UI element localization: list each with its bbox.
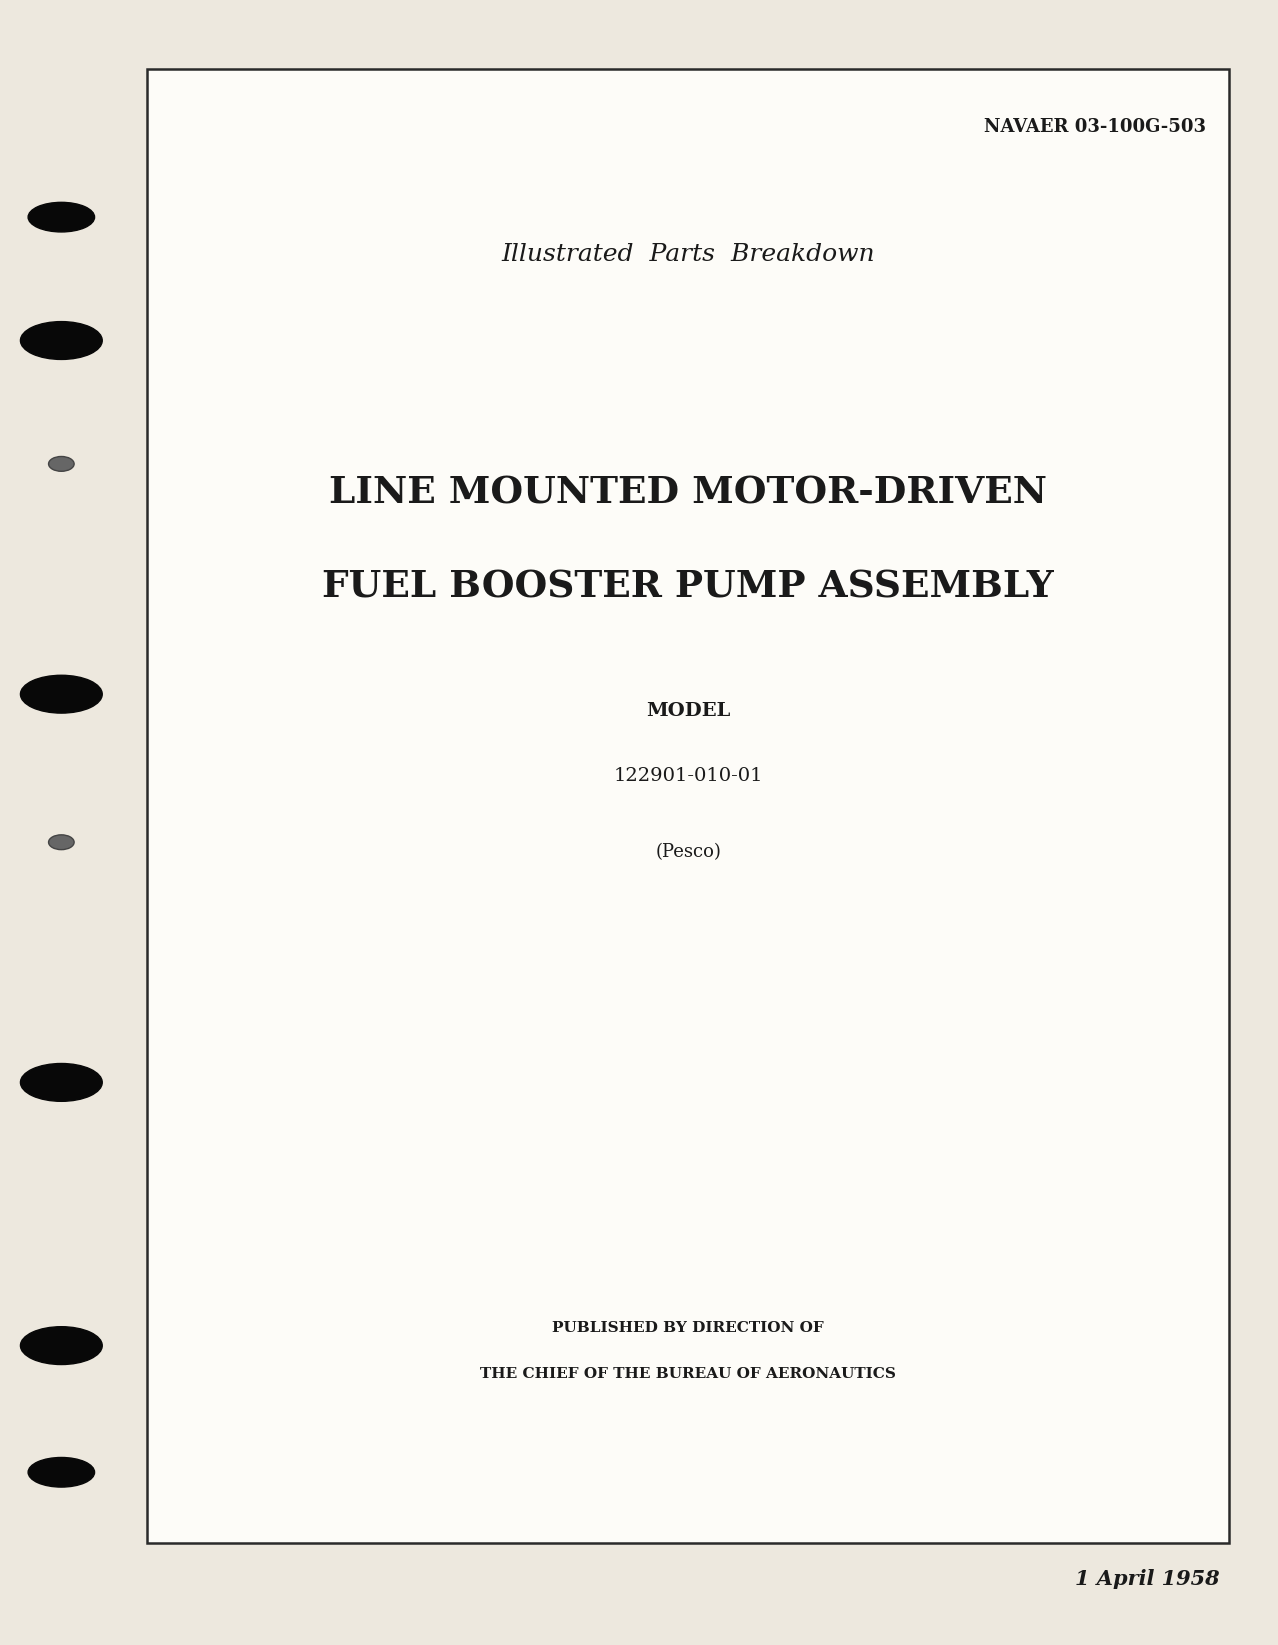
Ellipse shape xyxy=(20,1063,102,1102)
Text: 122901-010-01: 122901-010-01 xyxy=(613,768,763,785)
Text: LINE MOUNTED MOTOR-DRIVEN: LINE MOUNTED MOTOR-DRIVEN xyxy=(330,475,1047,512)
Ellipse shape xyxy=(20,1326,102,1365)
FancyBboxPatch shape xyxy=(147,69,1229,1543)
Text: MODEL: MODEL xyxy=(647,702,730,719)
Ellipse shape xyxy=(49,457,74,470)
Ellipse shape xyxy=(28,202,95,232)
Ellipse shape xyxy=(49,834,74,849)
Text: (Pesco): (Pesco) xyxy=(656,844,721,860)
Text: FUEL BOOSTER PUMP ASSEMBLY: FUEL BOOSTER PUMP ASSEMBLY xyxy=(322,569,1054,605)
Text: THE CHIEF OF THE BUREAU OF AERONAUTICS: THE CHIEF OF THE BUREAU OF AERONAUTICS xyxy=(481,1367,896,1380)
Text: PUBLISHED BY DIRECTION OF: PUBLISHED BY DIRECTION OF xyxy=(552,1321,824,1334)
Ellipse shape xyxy=(20,321,102,359)
Text: 1 April 1958: 1 April 1958 xyxy=(1075,1569,1219,1589)
Text: Illustrated  Parts  Breakdown: Illustrated Parts Breakdown xyxy=(501,243,875,266)
Ellipse shape xyxy=(28,1457,95,1487)
Ellipse shape xyxy=(20,674,102,714)
Text: NAVAER 03-100G-503: NAVAER 03-100G-503 xyxy=(984,118,1206,137)
